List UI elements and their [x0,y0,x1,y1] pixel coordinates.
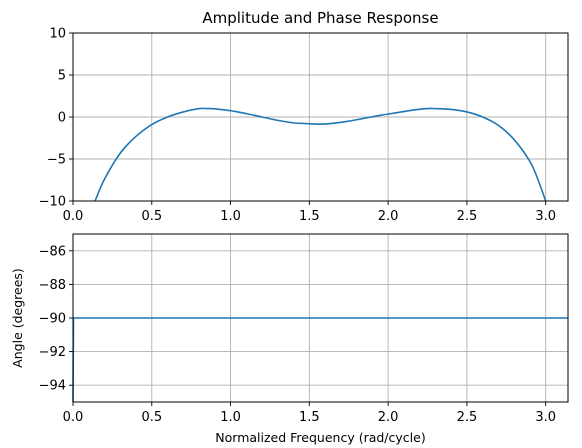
x-tick-label: 2.5 [457,410,478,425]
chart-title: Amplitude and Phase Response [202,9,438,27]
x-tick-label: 0.5 [141,410,162,425]
y-tick-label: −94 [39,379,66,394]
y-tick-label: −88 [39,278,66,293]
y-tick-label: 10 [49,27,66,42]
y-tick-label: −90 [39,312,66,327]
x-tick-label: 2.0 [378,209,399,224]
phase-plot: 0.0 0.5 1.0 1.5 2.0 2.5 3.0 −94 −92 −90 −88 −86 Nor… [10,233,569,445]
y-tick-label: 5 [58,69,66,84]
x-axis-label: Normalized Frequency (rad/cycle) [215,430,425,445]
x-tick-label: 1.0 [220,410,241,425]
x-tick-label: 1.0 [220,209,241,224]
series-line [94,107,547,202]
y-tick-label: −10 [39,195,66,210]
x-tick-label: 0.0 [63,410,84,425]
x-tick-label: 2.0 [378,410,399,425]
x-tick-label: 0.5 [141,209,162,224]
x-tick-label: 3.0 [535,410,556,425]
y-tick-label: −92 [39,345,66,360]
x-tick-label: 3.0 [535,209,556,224]
y-tick-label: −5 [47,153,66,168]
x-tick-label: 0.0 [63,209,84,224]
amplitude-series [94,107,547,202]
x-tick-label: 2.5 [457,209,478,224]
phase-series [72,317,568,403]
x-tick-label: 1.5 [299,410,320,425]
amplitude-ticks: 0.0 0.5 1.0 1.5 2.0 2.5 3.0 −10 −5 0 5 10 [39,27,556,225]
amplitude-plot: 0.0 0.5 1.0 1.5 2.0 2.5 3.0 −10 −5 0 5 10 Amplitude… [39,9,569,225]
x-tick-label: 1.5 [299,209,320,224]
phase-ticks: 0.0 0.5 1.0 1.5 2.0 2.5 3.0 −94 −92 −90 −88 −86 [39,244,556,425]
y-axis-label: Angle (degrees) [10,268,25,368]
y-tick-label: −86 [39,244,66,259]
amplitude-grid [72,32,568,202]
y-tick-label: 0 [58,111,66,126]
series-line [72,317,568,403]
